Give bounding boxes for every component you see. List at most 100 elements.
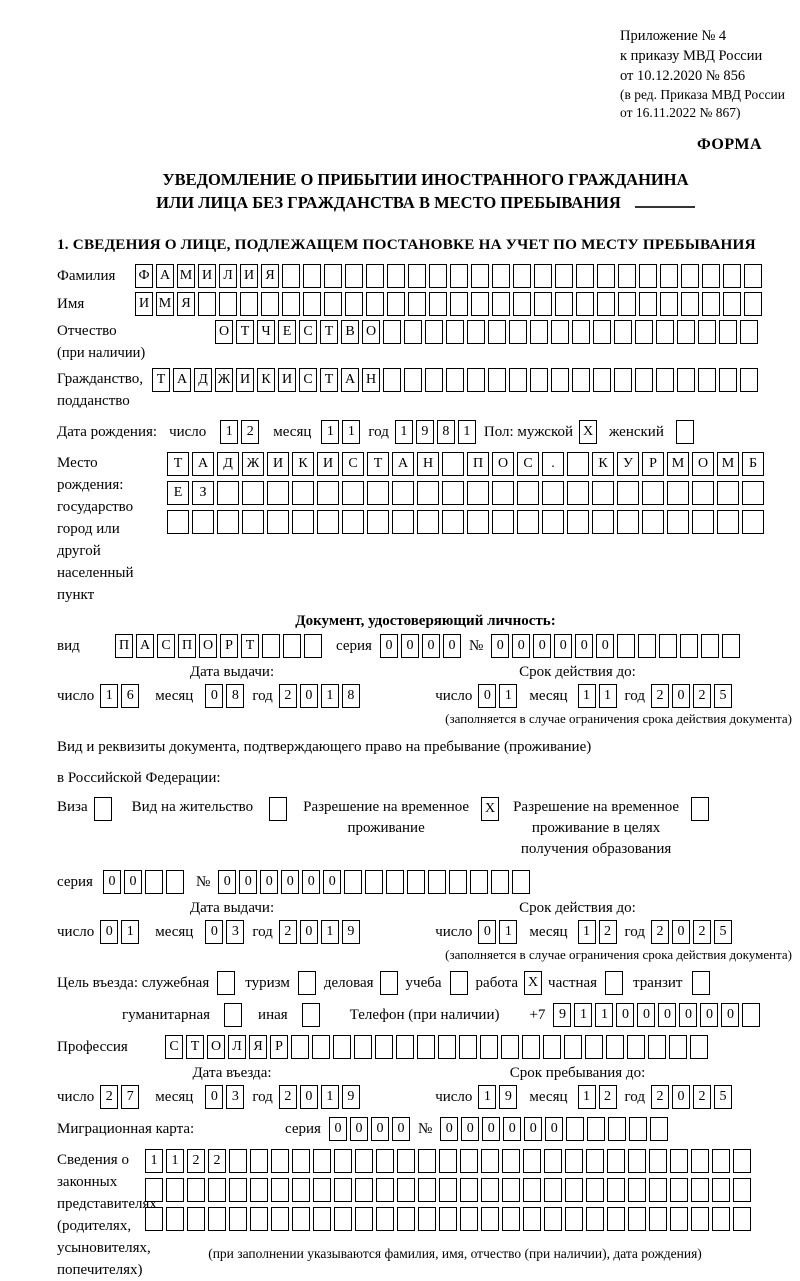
char-cell[interactable]: К — [592, 452, 614, 476]
char-cell[interactable] — [555, 292, 573, 316]
char-cell[interactable] — [408, 292, 426, 316]
char-cell[interactable]: 0 — [299, 1085, 318, 1109]
char-cell[interactable]: 1 — [577, 684, 596, 708]
char-cell[interactable]: О — [199, 634, 217, 658]
char-cell[interactable] — [592, 481, 614, 505]
char-cell[interactable] — [593, 368, 611, 392]
char-cell[interactable]: Ж — [242, 452, 264, 476]
char-cell[interactable] — [740, 320, 758, 344]
char-cell[interactable] — [167, 510, 189, 534]
char-cell[interactable] — [367, 510, 389, 534]
char-cell[interactable] — [617, 481, 639, 505]
char-cell[interactable]: 5 — [714, 684, 732, 708]
char-cell[interactable]: М — [177, 264, 195, 288]
char-cell[interactable] — [345, 292, 363, 316]
char-cell[interactable] — [670, 1207, 688, 1231]
char-cell[interactable] — [442, 452, 464, 476]
char-cell[interactable] — [355, 1207, 373, 1231]
char-cell[interactable] — [145, 1178, 163, 1202]
char-cell[interactable]: 2 — [651, 684, 669, 708]
char-cell[interactable] — [467, 510, 489, 534]
char-cell[interactable] — [597, 292, 615, 316]
char-cell[interactable] — [572, 368, 590, 392]
char-cell[interactable]: 0 — [281, 870, 300, 894]
char-cell[interactable] — [404, 320, 422, 344]
char-cell[interactable]: Р — [642, 452, 664, 476]
char-cell[interactable] — [628, 1149, 646, 1173]
char-cell[interactable]: 1 — [595, 1003, 614, 1027]
char-cell[interactable]: 0 — [102, 870, 121, 894]
char-cell[interactable]: 0 — [596, 634, 615, 658]
char-cell[interactable] — [567, 510, 589, 534]
char-cell[interactable] — [628, 1207, 646, 1231]
char-cell[interactable]: Р — [270, 1035, 288, 1059]
char-cell[interactable]: 0 — [554, 634, 573, 658]
char-cell[interactable]: 0 — [218, 870, 237, 894]
char-cell[interactable]: 1 — [457, 420, 476, 444]
char-cell[interactable] — [386, 870, 405, 894]
char-cell[interactable] — [523, 1178, 541, 1202]
char-cell[interactable] — [586, 1207, 604, 1231]
char-cell[interactable] — [446, 368, 464, 392]
char-cell[interactable] — [742, 481, 764, 505]
char-cell[interactable]: 0 — [440, 1117, 459, 1141]
char-cell[interactable] — [502, 1178, 520, 1202]
char-cell[interactable] — [544, 1149, 562, 1173]
char-cell[interactable]: А — [136, 634, 154, 658]
char-cell[interactable]: 0 — [478, 684, 497, 708]
char-cell[interactable]: X — [524, 971, 543, 995]
char-cell[interactable] — [224, 1003, 243, 1027]
char-cell[interactable]: 3 — [226, 1085, 245, 1109]
char-cell[interactable]: 0 — [349, 1117, 368, 1141]
char-cell[interactable]: 1 — [321, 420, 340, 444]
char-cell[interactable] — [649, 1207, 667, 1231]
char-cell[interactable] — [488, 368, 506, 392]
char-cell[interactable]: 0 — [299, 920, 318, 944]
char-cell[interactable] — [712, 1149, 730, 1173]
char-cell[interactable] — [698, 368, 716, 392]
char-cell[interactable] — [534, 292, 552, 316]
char-cell[interactable]: 0 — [239, 870, 258, 894]
char-cell[interactable] — [572, 320, 590, 344]
char-cell[interactable] — [733, 1207, 751, 1231]
char-cell[interactable] — [383, 320, 401, 344]
char-cell[interactable] — [587, 1117, 606, 1141]
char-cell[interactable]: 1 — [478, 1085, 497, 1109]
char-cell[interactable]: 0 — [379, 634, 398, 658]
char-cell[interactable]: Я — [261, 264, 279, 288]
char-cell[interactable] — [301, 1003, 320, 1027]
char-cell[interactable]: 2 — [693, 1085, 711, 1109]
char-cell[interactable] — [292, 510, 314, 534]
char-cell[interactable]: 2 — [651, 920, 669, 944]
char-cell[interactable] — [292, 1149, 310, 1173]
char-cell[interactable]: 0 — [442, 634, 461, 658]
char-cell[interactable] — [303, 292, 321, 316]
char-cell[interactable] — [618, 292, 636, 316]
char-cell[interactable]: В — [341, 320, 359, 344]
char-cell[interactable]: У — [617, 452, 639, 476]
char-cell[interactable]: Д — [217, 452, 239, 476]
char-cell[interactable]: 0 — [205, 1085, 224, 1109]
char-cell[interactable]: 1 — [145, 1149, 163, 1173]
char-cell[interactable]: 0 — [205, 684, 224, 708]
char-cell[interactable] — [165, 870, 184, 894]
char-cell[interactable]: 1 — [320, 1085, 339, 1109]
char-cell[interactable] — [744, 292, 762, 316]
char-cell[interactable] — [719, 368, 737, 392]
char-cell[interactable] — [217, 481, 239, 505]
char-cell[interactable] — [354, 1035, 372, 1059]
char-cell[interactable] — [187, 1178, 205, 1202]
char-cell[interactable] — [282, 292, 300, 316]
char-cell[interactable] — [691, 797, 710, 821]
char-cell[interactable]: 9 — [553, 1003, 572, 1027]
char-cell[interactable]: 0 — [545, 1117, 564, 1141]
char-cell[interactable] — [313, 1207, 331, 1231]
char-cell[interactable] — [449, 971, 468, 995]
char-cell[interactable] — [439, 1178, 457, 1202]
char-cell[interactable] — [355, 1149, 373, 1173]
char-cell[interactable] — [642, 481, 664, 505]
char-cell[interactable] — [93, 797, 112, 821]
char-cell[interactable] — [283, 634, 301, 658]
char-cell[interactable] — [262, 634, 280, 658]
char-cell[interactable] — [564, 1035, 582, 1059]
